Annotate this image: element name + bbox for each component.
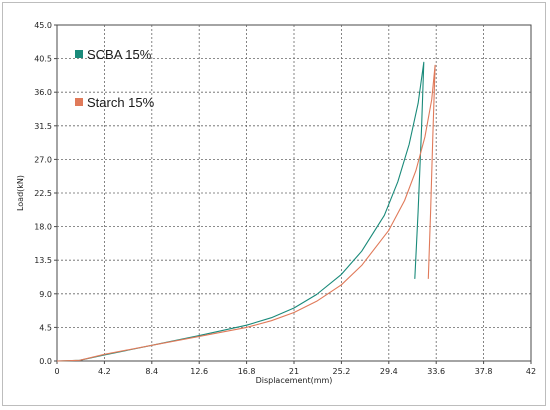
y-tick-label: 9.0 [39,290,52,299]
chart-frame: 0 4.2 8.4 12.6 16.8 21 25.2 29.4 33.6 37.8 42 0.0 4… [2,2,546,406]
y-tick-label: 40.5 [34,55,52,64]
series-line-starch [56,64,436,362]
legend: SCBA 15% Starch 15% [75,47,155,110]
y-tick-label: 18.0 [34,223,52,232]
grid-lines [54,24,532,364]
legend-swatch-scba [75,50,83,58]
x-tick-label: 29.4 [380,367,398,376]
y-tick-label: 45.0 [34,21,52,30]
y-tick-label: 0.0 [39,357,52,366]
y-tick-labels: 0.0 4.5 9.0 13.5 18.0 22.5 27.0 31.5 36.0 40.5 45.… [34,21,52,366]
y-tick-label: 36.0 [34,88,52,97]
x-tick-label: 37.8 [475,367,493,376]
series-layer [56,61,436,362]
y-tick-label: 13.5 [34,256,52,265]
x-tick-label: 4.2 [98,367,111,376]
y-tick-label: 27.0 [34,155,52,164]
y-tick-label: 4.5 [39,323,52,332]
y-axis-title: Load(kN) [16,175,25,211]
x-tick-label: 25.2 [332,367,350,376]
legend-label-scba: SCBA 15% [87,47,152,62]
y-tick-label: 22.5 [34,189,52,198]
chart-svg: 0 4.2 8.4 12.6 16.8 21 25.2 29.4 33.6 37.8 42 0.0 4… [16,21,536,385]
x-tick-label: 21 [289,367,299,376]
x-tick-label: 8.4 [145,367,158,376]
x-tick-label: 33.6 [427,367,445,376]
legend-swatch-starch [75,98,83,106]
x-axis-title: Displacement(mm) [256,376,333,385]
x-tick-label: 12.6 [190,367,208,376]
x-tick-labels: 0 4.2 8.4 12.6 16.8 21 25.2 29.4 33.6 37.8 42 [54,367,536,376]
x-tick-label: 0 [54,367,59,376]
y-tick-label: 31.5 [34,122,52,131]
x-tick-label: 42 [526,367,536,376]
legend-label-starch: Starch 15% [87,95,155,110]
x-tick-label: 16.8 [238,367,256,376]
